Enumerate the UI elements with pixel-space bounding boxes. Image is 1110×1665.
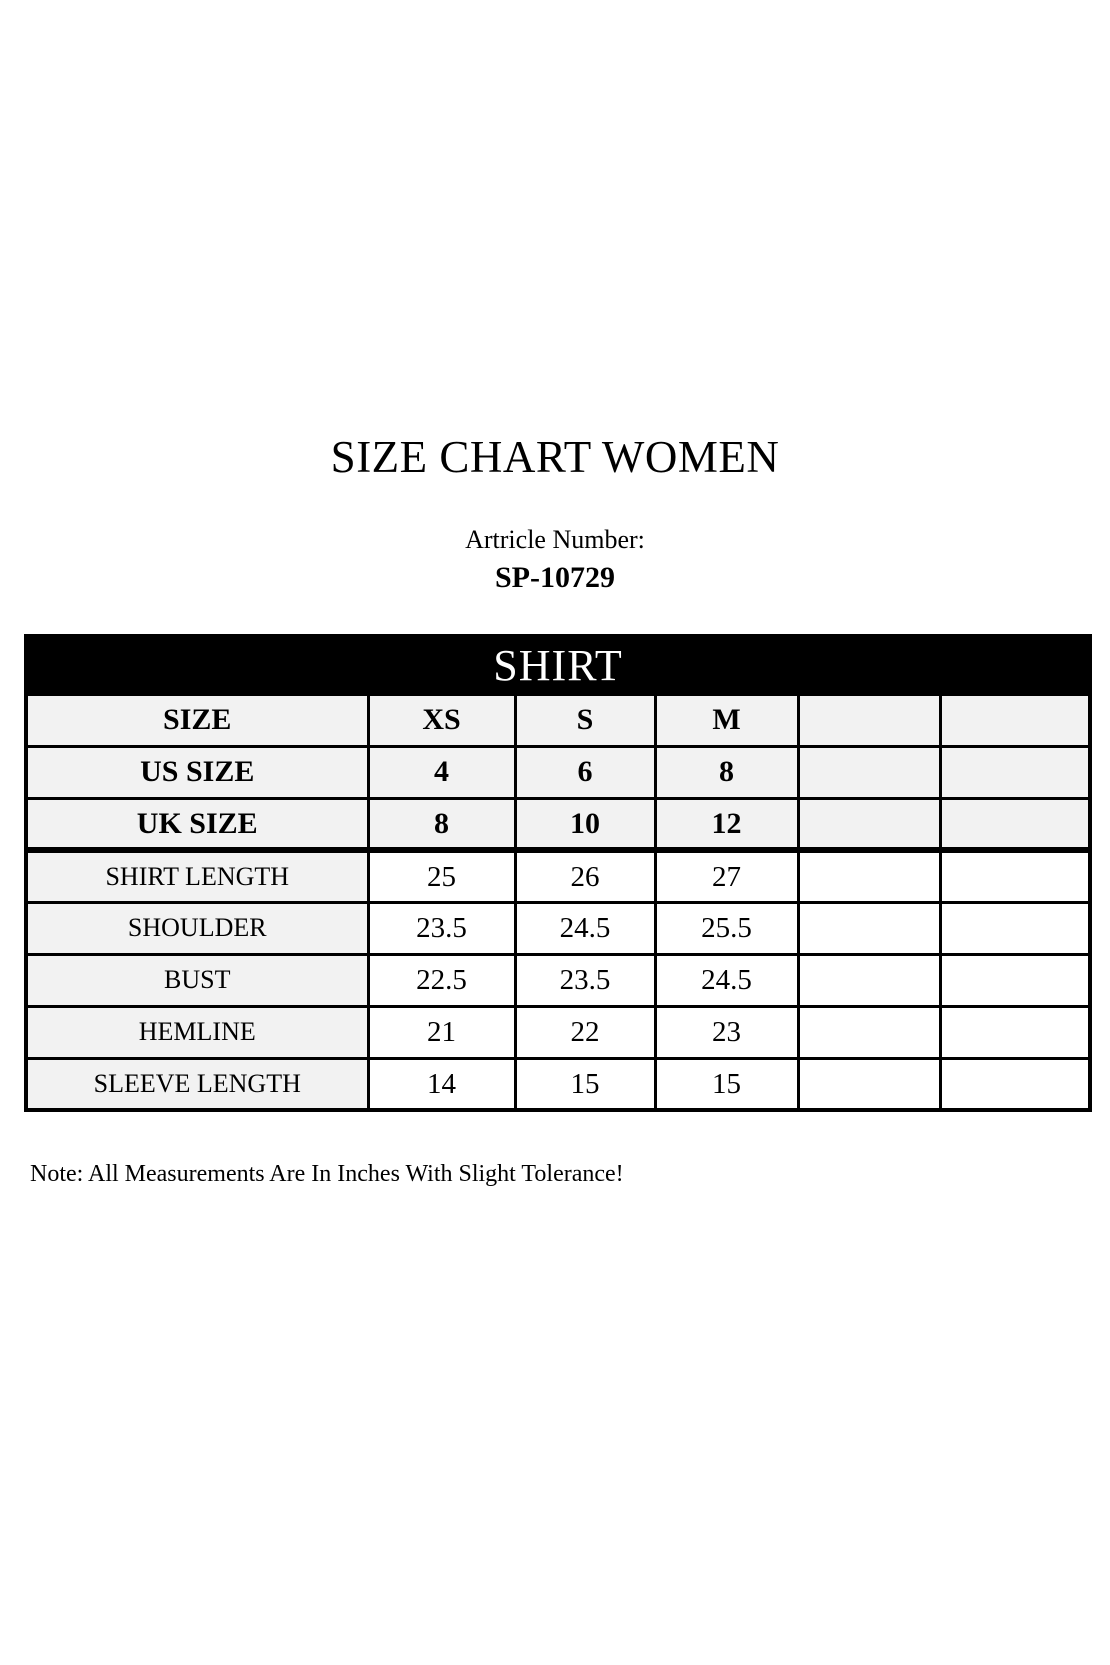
size-chart-table: SHIRT SIZE XS S M US SIZE 4 6 8 UK SIZE [24,634,1093,1113]
cell-value: 23 [653,1004,800,1060]
table-row-bust: BUST 22.5 23.5 24.5 [24,952,1092,1008]
article-number-label: Artricle Number: [465,524,645,554]
cell-value: 14 [366,1056,517,1112]
cell-value: 23.5 [513,952,657,1008]
cell-empty [938,744,1092,800]
cell-empty [796,1056,942,1112]
cell-empty [938,900,1092,956]
table-banner: SHIRT [26,636,1091,695]
cell-value: 26 [513,848,657,904]
cell-empty [796,1004,942,1060]
cell-value: XS [366,692,517,748]
table-banner-row: SHIRT [26,636,1091,695]
cell-empty [796,900,942,956]
cell-empty [796,796,942,854]
table-row-size: SIZE XS S M [24,692,1092,748]
cell-value: 25.5 [653,900,800,956]
row-label: SIZE [24,692,370,748]
cell-empty [938,1004,1092,1060]
page-title: SIZE CHART WOMEN [330,432,780,482]
cell-empty [938,952,1092,1008]
cell-value: 22.5 [366,952,517,1008]
cell-value: S [513,692,657,748]
row-label: US SIZE [24,744,370,800]
cell-value: 24.5 [653,952,800,1008]
row-label: HEMLINE [24,1004,370,1060]
cell-empty [938,692,1092,748]
row-label: SHOULDER [24,900,370,956]
cell-empty [796,744,942,800]
table-row-us-size: US SIZE 4 6 8 [24,744,1092,800]
measurement-note: Note: All Measurements Are In Inches Wit… [30,1161,624,1188]
cell-value: 8 [366,796,517,854]
table-row-hemline: HEMLINE 21 22 23 [24,1004,1092,1060]
cell-empty [938,796,1092,854]
table-row-sleeve-length: SLEEVE LENGTH 14 15 15 [24,1056,1092,1112]
cell-empty [796,692,942,748]
cell-value: 24.5 [513,900,657,956]
cell-value: 12 [653,796,800,854]
cell-value: 27 [653,848,800,904]
cell-empty [796,952,942,1008]
cell-value: 15 [513,1056,657,1112]
cell-value: 8 [653,744,800,800]
article-number-value: SP-10729 [495,561,615,595]
cell-value: 4 [366,744,517,800]
cell-value: 10 [513,796,657,854]
row-label: BUST [24,952,370,1008]
table-row-uk-size: UK SIZE 8 10 12 [24,796,1092,854]
cell-value: 22 [513,1004,657,1060]
cell-value: M [653,692,800,748]
table-row-shoulder: SHOULDER 23.5 24.5 25.5 [24,900,1092,956]
row-label: SHIRT LENGTH [24,848,370,904]
cell-empty [796,848,942,904]
cell-value: 23.5 [366,900,517,956]
cell-value: 6 [513,744,657,800]
cell-value: 15 [653,1056,800,1112]
cell-value: 21 [366,1004,517,1060]
cell-value: 25 [366,848,517,904]
table-row-shirt-length: SHIRT LENGTH 25 26 27 [24,848,1092,904]
row-label: UK SIZE [24,796,370,854]
cell-empty [938,848,1092,904]
row-label: SLEEVE LENGTH [24,1056,370,1112]
cell-empty [938,1056,1092,1112]
